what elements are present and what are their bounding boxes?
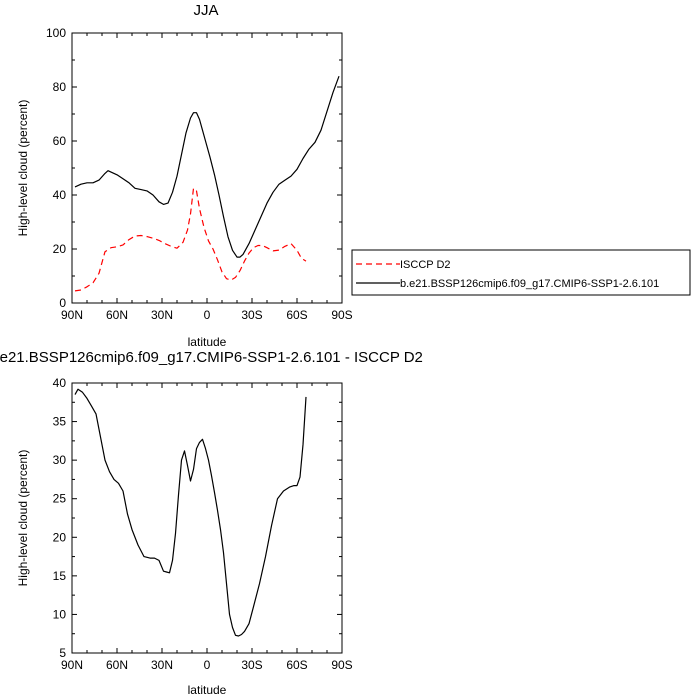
- bottom-chart-x-ticks: 90N 60N 30N 0 30S 60S 90S: [61, 383, 353, 672]
- top-chart: JJA 90N 60N 30N 0 30S 60S 90S 0 20 40 60 80 100 lat…: [16, 2, 691, 349]
- top-chart-x-axis-label: latitude: [188, 335, 227, 349]
- bottom-chart-y-tick-label: 30: [53, 453, 67, 467]
- top-chart-x-tick-label: 60S: [286, 308, 307, 322]
- top-chart-y-tick-label: 80: [53, 80, 67, 94]
- bottom-chart-x-tick-label: 90N: [61, 658, 83, 672]
- top-chart-series-line-0: [74, 187, 307, 292]
- top-chart-x-tick-label: 90N: [61, 308, 83, 322]
- top-chart-x-tick-label: 30S: [241, 308, 262, 322]
- bottom-chart-y-tick-label: 25: [53, 492, 67, 506]
- bottom-chart-series: [74, 388, 307, 637]
- legend: ISCCP D2 b.e21.BSSP126cmip6.f09_g17.CMIP…: [351, 249, 691, 296]
- top-chart-y-axis-label: High-level cloud (percent): [16, 100, 30, 237]
- bottom-chart-x-tick-label: 60S: [286, 658, 307, 672]
- bottom-chart-y-tick-label: 20: [53, 530, 67, 544]
- bottom-chart-y-tick-label: 40: [53, 376, 67, 390]
- bottom-chart-x-tick-label: 0: [204, 658, 211, 672]
- bottom-chart-frame: [71, 382, 343, 654]
- legend-label-isccp: ISCCP D2: [400, 259, 451, 271]
- top-chart-frame: [71, 32, 343, 304]
- top-chart-y-tick-label: 40: [53, 188, 67, 202]
- bottom-chart: b.e21.BSSP126cmip6.f09_g17.CMIP6-SSP1-2.…: [0, 349, 423, 697]
- bottom-chart-y-axis-label: High-level cloud (percent): [16, 450, 30, 587]
- top-chart-x-tick-label: 90S: [331, 308, 352, 322]
- bottom-chart-y-ticks: 5 10 15 20 25 30 35 40: [53, 376, 342, 660]
- bottom-chart-x-tick-label: 30N: [151, 658, 173, 672]
- bottom-chart-x-tick-label: 60N: [106, 658, 128, 672]
- top-chart-y-tick-label: 60: [53, 134, 67, 148]
- top-chart-x-tick-label: 30N: [151, 308, 173, 322]
- top-chart-series: [74, 75, 340, 292]
- top-chart-y-tick-label: 100: [46, 26, 66, 40]
- top-chart-title: JJA: [193, 2, 218, 19]
- bottom-chart-title: b.e21.BSSP126cmip6.f09_g17.CMIP6-SSP1-2.…: [0, 349, 423, 366]
- top-chart-x-tick-label: 60N: [106, 308, 128, 322]
- bottom-chart-x-tick-label: 90S: [331, 658, 352, 672]
- bottom-chart-series-line-0: [74, 388, 307, 637]
- top-chart-y-tick-label: 20: [53, 242, 67, 256]
- bottom-chart-y-tick-label: 5: [59, 646, 66, 660]
- bottom-chart-y-tick-label: 15: [53, 569, 67, 583]
- legend-box: [351, 249, 691, 296]
- top-chart-y-tick-label: 0: [59, 296, 66, 310]
- top-chart-x-ticks: 90N 60N 30N 0 30S 60S 90S: [61, 33, 353, 322]
- bottom-chart-x-axis-label: latitude: [188, 683, 227, 697]
- legend-label-model: b.e21.BSSP126cmip6.f09_g17.CMIP6-SSP1-2.…: [400, 278, 659, 290]
- bottom-chart-x-tick-label: 30S: [241, 658, 262, 672]
- bottom-chart-y-tick-label: 35: [53, 415, 67, 429]
- top-chart-x-tick-label: 0: [204, 308, 211, 322]
- top-chart-y-ticks: 0 20 40 60 80 100: [46, 26, 342, 310]
- top-chart-series-line-1: [74, 75, 340, 258]
- bottom-chart-y-tick-label: 10: [53, 607, 67, 621]
